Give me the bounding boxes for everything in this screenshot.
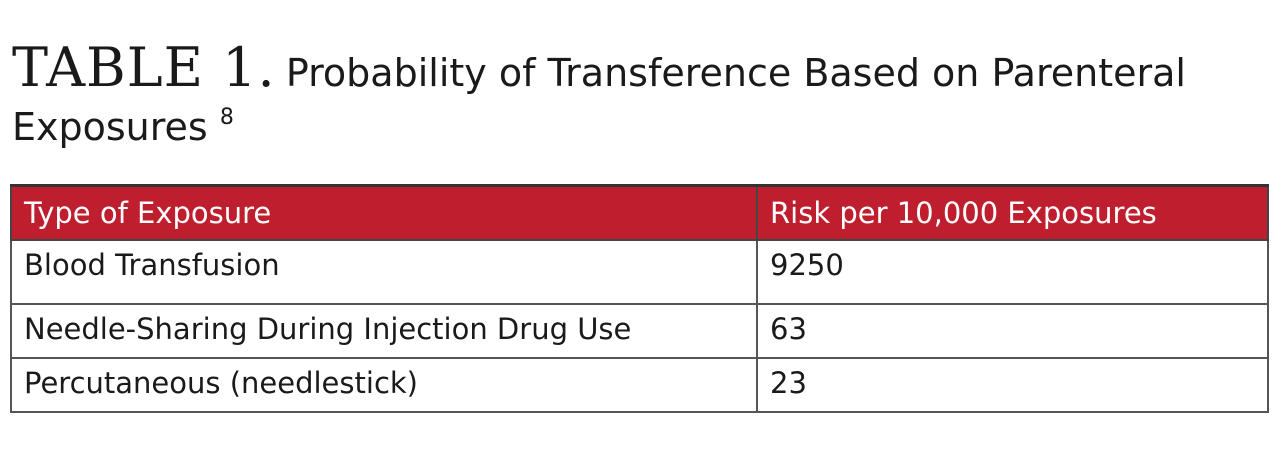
caption-line-2: Exposures 8 bbox=[12, 96, 1272, 149]
cell-exposure-type: Percutaneous (needlestick) bbox=[10, 357, 758, 413]
table-title-line-2: Exposures bbox=[12, 105, 208, 149]
caption-line-1: TABLE 1. Probability of Transference Bas… bbox=[12, 36, 1272, 104]
reference-superscript: 8 bbox=[219, 105, 234, 130]
header-risk-per-10000: Risk per 10,000 Exposures bbox=[756, 184, 1269, 241]
cell-risk-value: 23 bbox=[756, 357, 1269, 413]
exposure-risk-table: Type of Exposure Risk per 10,000 Exposur… bbox=[10, 184, 1269, 413]
table-row: Percutaneous (needlestick) 23 bbox=[10, 357, 1269, 413]
table-header-row: Type of Exposure Risk per 10,000 Exposur… bbox=[10, 184, 1269, 241]
header-type-of-exposure: Type of Exposure bbox=[10, 184, 758, 241]
table-label: TABLE 1. bbox=[12, 36, 276, 99]
cell-risk-value: 63 bbox=[756, 303, 1269, 359]
cell-exposure-type: Needle-Sharing During Injection Drug Use bbox=[10, 303, 758, 359]
cell-risk-value: 9250 bbox=[756, 239, 1269, 305]
table-caption: TABLE 1. Probability of Transference Bas… bbox=[12, 36, 1272, 149]
table-title-line-1: Probability of Transference Based on Par… bbox=[285, 51, 1186, 95]
table-row: Blood Transfusion 9250 bbox=[10, 239, 1269, 305]
table-row: Needle-Sharing During Injection Drug Use… bbox=[10, 303, 1269, 359]
cell-exposure-type: Blood Transfusion bbox=[10, 239, 758, 305]
